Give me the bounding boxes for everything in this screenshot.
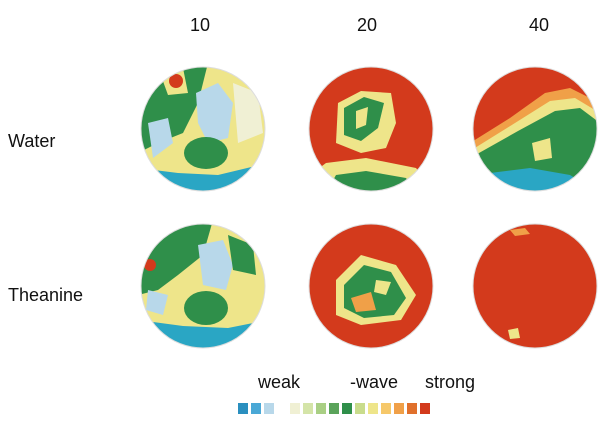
row-label-theanine: Theanine [8,285,84,305]
scale-label-weak: weak [258,372,301,392]
color-scale-swatch [238,403,248,414]
row-label-water: Water [8,131,56,151]
color-scale-swatch [355,403,365,414]
color-scale-swatch [342,403,352,414]
column-label-10: 10 [189,15,211,35]
column-label-40: 40 [528,15,550,35]
color-scale-swatch [316,403,326,414]
scale-label-wave: -wave [350,372,399,392]
color-scale-swatch [290,403,300,414]
brain-map-water-40 [470,63,600,193]
scale-label-strong: strong [425,372,476,392]
color-scale-swatch [329,403,339,414]
brain-map-theanine-40 [470,220,600,350]
color-scale-swatch [251,403,261,414]
brain-map-water-20 [306,63,436,193]
color-scale-swatch [407,403,417,414]
color-scale-swatch [420,403,430,414]
color-scale-swatch [277,403,287,414]
color-scale-swatch [394,403,404,414]
brain-map-theanine-10 [138,220,268,350]
color-scale-swatch [303,403,313,414]
color-scale-swatch [381,403,391,414]
brain-map-water-10 [138,63,268,193]
color-scale-bar [238,403,433,414]
brain-map-theanine-20 [306,220,436,350]
column-label-20: 20 [356,15,378,35]
color-scale-swatch [368,403,378,414]
color-scale-swatch [264,403,274,414]
